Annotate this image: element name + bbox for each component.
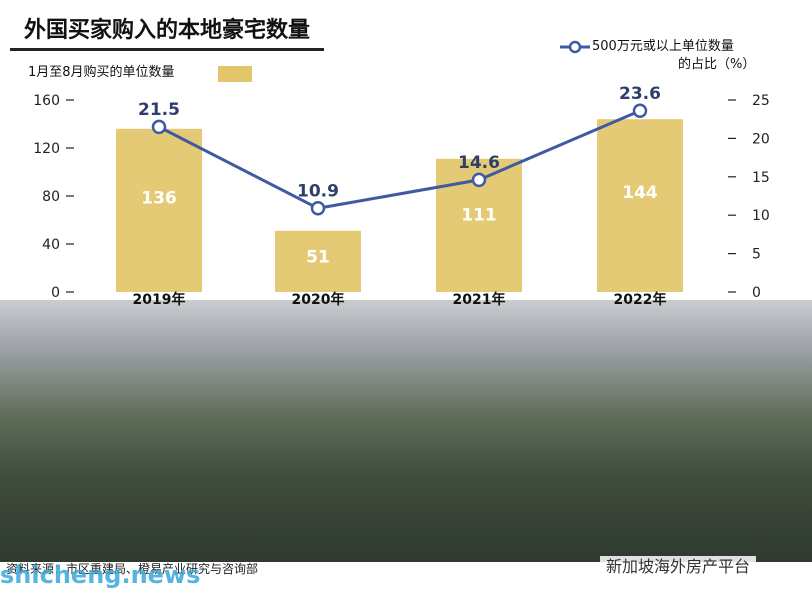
line-series [158,109,641,210]
line-value-label: 23.6 [619,84,661,104]
bar-2020年 [275,230,361,292]
legend-line-dot [568,40,582,54]
bar-value-label: 144 [622,183,658,203]
y-right-tick-label: 25 [752,93,770,109]
line-point [151,119,167,135]
cityscape-photo [0,300,812,562]
y-right-tick-label: 10 [752,208,770,224]
chart-title: 外国买家购入的本地豪宅数量 [10,14,325,51]
watermark-shicheng: shicheng.news [0,561,201,589]
x-tick-label: 2019年 [133,291,186,308]
line-point [310,201,326,216]
y-left-tick-label: 80 [42,189,60,205]
source-footnote: 资料来源：市区重建局、橙易产业研究与咨询部 [6,562,259,576]
legend-bar-swatch [218,66,252,82]
y-left-tick-label: 40 [42,237,60,253]
y-left-tick-label: 0 [51,285,60,301]
line-value-label: 14.6 [458,153,500,173]
bar-2022年 [597,119,683,292]
x-tick-label: 2020年 [292,291,345,308]
line-value-label: 10.9 [297,181,339,201]
legend-line-label-2: 的占比（%） [678,57,756,72]
y-right-tick-label: 5 [752,247,761,263]
bar-value-label: 111 [461,206,497,226]
y-right-tick-label: 15 [752,170,770,186]
line-point [471,172,487,188]
bar-2019年 [116,128,202,292]
watermark-platform: 新加坡海外房产平台 [600,556,757,578]
legend-line-label-1: 500万元或以上单位数量 [592,39,734,54]
legend-line: 500万元或以上单位数量 的占比（%） [592,38,792,74]
y-left-tick-label: 160 [33,93,60,109]
x-tick-label: 2022年 [614,291,667,308]
y-right-tick-label: 20 [752,131,770,147]
bar-value-label: 136 [141,188,177,208]
y-right-tick-label: 0 [752,285,761,301]
x-tick-label: 2021年 [453,291,506,308]
line-point [632,103,648,119]
bar-value-label: 51 [306,248,330,268]
legend-bar-label: 1月至8月购买的单位数量 [28,65,175,80]
line-value-label: 21.5 [138,100,180,120]
y-left-tick-label: 120 [33,141,60,157]
